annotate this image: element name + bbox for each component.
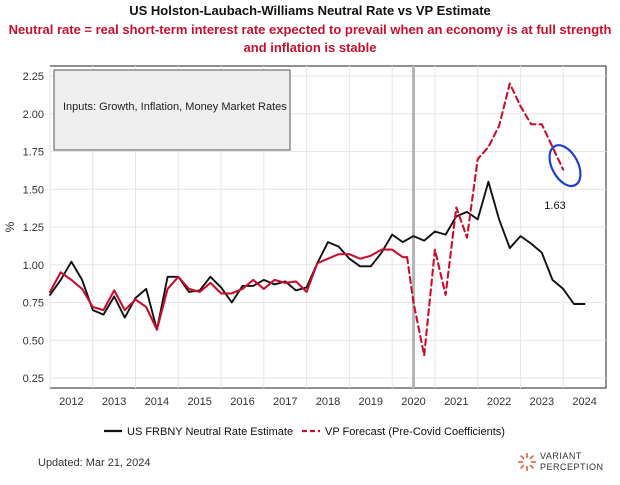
y-tick-label: 2.25 [23, 71, 44, 83]
brand-name-line-1: VARIANT [540, 451, 582, 461]
series-line-frbny [49, 180, 586, 331]
brand-name-line-2: PERCEPTION [540, 462, 604, 472]
x-tick-label: 2013 [102, 396, 126, 408]
x-tick-label: 2020 [401, 396, 425, 408]
x-tick-label: 2019 [359, 396, 383, 408]
chart-title: US Holston-Laubach-Williams Neutral Rate… [129, 3, 491, 18]
y-tick-label: 0.25 [23, 373, 44, 385]
y-tick-label: 2.00 [23, 109, 44, 121]
series-line-vp-forecast [48, 248, 409, 331]
x-tick-label: 2016 [230, 396, 254, 408]
updated-date: Updated: Mar 21, 2024 [38, 457, 151, 469]
annotation-box [53, 69, 291, 151]
x-tick-label: 2023 [530, 396, 554, 408]
x-tick-label: 2022 [487, 396, 511, 408]
annotation-box-text: Inputs: Growth, Inflation, Money Market … [63, 101, 287, 113]
y-tick-label: 1.50 [23, 184, 44, 196]
series-layer [48, 82, 586, 357]
chart-subtitle-line-2: and inflation is stable [244, 40, 377, 55]
x-tick-label: 2021 [444, 396, 468, 408]
y-tick-label: 1.00 [23, 260, 44, 272]
y-tick-label: 0.50 [23, 335, 44, 347]
x-tick-label: 2015 [187, 396, 211, 408]
x-tick-label: 2024 [572, 396, 596, 408]
chart-subtitle-line-1: Neutral rate = real short-term interest … [9, 22, 612, 37]
x-tick-label: 2012 [59, 396, 83, 408]
brand-logo: VARIANT PERCEPTION [518, 451, 604, 472]
x-tick-label: 2014 [145, 396, 169, 408]
y-tick-label: 0.75 [23, 298, 44, 310]
legend-label-vp: VP Forecast (Pre-Covid Coefficients) [325, 426, 505, 438]
x-tick-label: 2017 [273, 396, 297, 408]
y-axis-label: % [3, 221, 17, 232]
highlight-ellipse [548, 144, 582, 188]
y-tick-label: 1.25 [23, 222, 44, 234]
highlight-value-label: 1.63 [544, 200, 565, 212]
y-tick-label: 1.75 [23, 147, 44, 159]
x-tick-labels: 2012 2013 2014 2015 2016 2017 2018 2019 2020 2021… [59, 396, 597, 408]
legend: US FRBNY Neutral Rate Estimate VP Foreca… [104, 426, 505, 438]
legend-label-frbny: US FRBNY Neutral Rate Estimate [127, 426, 293, 438]
brand-sunburst-icon [518, 453, 536, 471]
y-tick-labels: 0.25 0.50 0.75 1.00 1.25 1.50 1.75 2.00 2.25 [23, 71, 44, 385]
x-tick-label: 2018 [316, 396, 340, 408]
series-line-vp-forecast-dashed [406, 82, 565, 357]
